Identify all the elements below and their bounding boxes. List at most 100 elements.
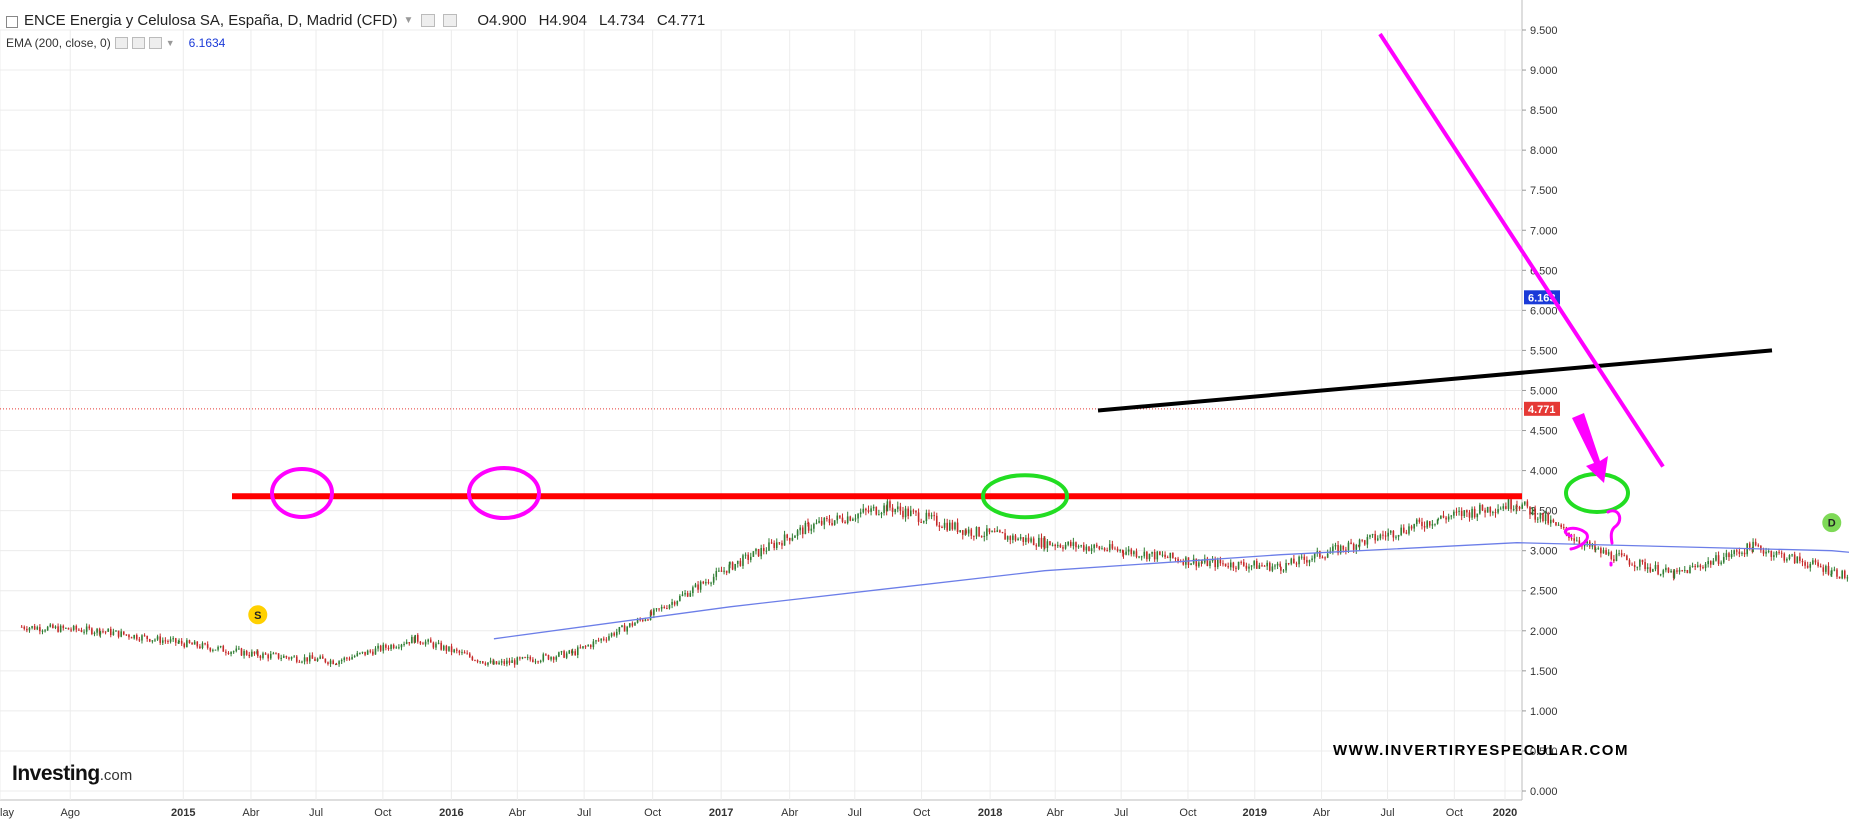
- candle-body: [1169, 552, 1172, 558]
- x-tick-label: 2015: [171, 807, 195, 819]
- y-tick-label: 7.000: [1530, 225, 1558, 237]
- candle-body: [161, 640, 164, 643]
- candle-body: [1526, 501, 1529, 507]
- candle-body: [148, 639, 151, 642]
- candle-body: [1573, 538, 1575, 541]
- candle-body: [1557, 524, 1560, 526]
- marker-label: D: [1828, 518, 1836, 530]
- candle-body: [1119, 550, 1121, 552]
- y-tick-label: 5.500: [1530, 345, 1558, 357]
- candle-body: [597, 640, 600, 642]
- candle-body: [1400, 527, 1402, 535]
- candle-body: [532, 659, 534, 662]
- candle-body: [1735, 550, 1738, 552]
- candle-body: [1812, 560, 1814, 564]
- settings-icon[interactable]: [421, 14, 436, 27]
- candle-body: [1676, 570, 1678, 572]
- candle-body: [1770, 550, 1773, 557]
- candle-body: [1382, 534, 1384, 536]
- candle-body: [537, 661, 539, 663]
- candle-body: [1337, 544, 1339, 554]
- candle-body: [757, 548, 760, 557]
- candle-body: [967, 529, 970, 534]
- candle-body: [1355, 545, 1358, 550]
- candle-body: [752, 551, 755, 557]
- candle-body: [655, 608, 658, 610]
- candle-body: [582, 646, 584, 649]
- candle-body: [1793, 554, 1796, 563]
- candle-body: [1786, 559, 1788, 561]
- hide-icon[interactable]: [443, 14, 458, 27]
- candle-body: [775, 542, 778, 548]
- candle-body: [1791, 554, 1793, 556]
- candle-body: [1410, 526, 1413, 529]
- candle-body: [1510, 499, 1512, 510]
- candle-body: [1240, 561, 1242, 563]
- indicator-close-icon[interactable]: [148, 37, 162, 49]
- candle-body: [1090, 548, 1093, 551]
- candle-body: [886, 501, 889, 512]
- investing-logo[interactable]: Investing.com: [12, 762, 132, 786]
- candle-body: [1712, 560, 1715, 565]
- candle-body: [264, 653, 267, 655]
- candle-body: [1586, 541, 1588, 544]
- indicator-label[interactable]: EMA (200, close, 0): [6, 36, 111, 50]
- candle-body: [351, 657, 353, 660]
- candle-body: [1080, 545, 1082, 547]
- candle-body: [1644, 562, 1646, 570]
- high-value: H4.904: [538, 12, 587, 29]
- y-tick-label: 1.500: [1530, 666, 1558, 678]
- candle-body: [1436, 519, 1439, 524]
- candle-body: [684, 593, 686, 595]
- candle-body: [511, 660, 513, 664]
- candle-body: [54, 626, 57, 629]
- candle-body: [353, 656, 356, 658]
- candle-body: [1059, 544, 1062, 548]
- candle-body: [340, 660, 343, 662]
- candle-body: [778, 542, 781, 544]
- candle-body: [390, 644, 392, 649]
- y-tick-label: 3.500: [1530, 506, 1558, 518]
- candle-body: [1659, 574, 1662, 576]
- candle-body: [167, 641, 169, 643]
- candle-body: [1148, 553, 1151, 560]
- candle-body: [1628, 560, 1631, 565]
- candle-body: [589, 645, 592, 648]
- candle-body: [1804, 562, 1806, 566]
- indicator-chevron-icon[interactable]: ▼: [165, 38, 175, 48]
- candle-body: [928, 512, 930, 517]
- candle-body: [943, 522, 946, 528]
- candle-body: [542, 654, 545, 661]
- collapse-icon[interactable]: [6, 15, 18, 28]
- candle-body: [193, 641, 196, 645]
- candle-body: [461, 652, 463, 654]
- candle-body: [773, 542, 775, 548]
- candle-body: [1235, 567, 1237, 569]
- candle-body: [1450, 515, 1453, 517]
- candle-body: [846, 516, 849, 524]
- candle-body: [1578, 540, 1581, 544]
- candle-body: [484, 663, 487, 665]
- indicator-settings-icon[interactable]: [114, 37, 128, 49]
- candle-body: [324, 658, 327, 663]
- candle-body: [1484, 510, 1486, 513]
- candle-body: [875, 506, 878, 515]
- candle-body: [178, 640, 180, 643]
- candle-body: [57, 626, 59, 632]
- candle-body: [1646, 567, 1649, 570]
- candle-body: [1166, 557, 1169, 559]
- candle-body: [1702, 567, 1704, 569]
- indicator-format-icon[interactable]: [131, 37, 145, 49]
- candle-body: [1481, 504, 1484, 511]
- candle-body: [432, 642, 435, 648]
- chevron-down-icon[interactable]: ▼: [403, 15, 414, 26]
- candle-body: [1133, 551, 1135, 555]
- candle-body: [1085, 546, 1088, 551]
- candle-body: [83, 631, 85, 633]
- candle-body: [275, 653, 277, 655]
- candle-body: [613, 633, 615, 636]
- neckline: [1097, 348, 1773, 413]
- y-tick-label: 0.000: [1530, 786, 1558, 798]
- candle-body: [649, 611, 652, 621]
